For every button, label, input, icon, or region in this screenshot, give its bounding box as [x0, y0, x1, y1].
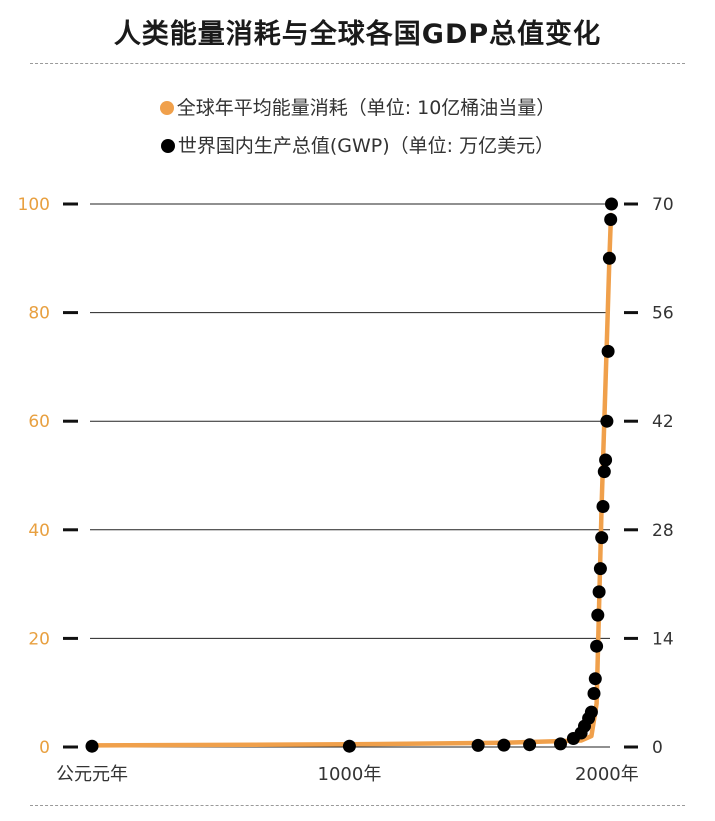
gwp-data-point — [602, 251, 616, 265]
right-tick-label: 0 — [652, 738, 663, 758]
gwp-data-point — [85, 739, 99, 753]
left-tick-label: 100 — [18, 195, 50, 215]
gwp-data-point — [342, 739, 356, 753]
x-tick-label: 2000年 — [575, 764, 639, 785]
left-tick-label: 0 — [39, 738, 50, 758]
x-tick-label: 1000年 — [318, 764, 382, 785]
gwp-data-point — [597, 465, 611, 479]
x-tick-label: 公元元年 — [56, 764, 128, 785]
right-tick-label: 56 — [652, 304, 674, 324]
left-tick-label: 40 — [28, 521, 50, 541]
legend-label-gwp: 世界国内生产总值(GWP)（单位: 万亿美元） — [177, 135, 555, 157]
gwp-data-point — [599, 453, 613, 467]
gwp-data-point — [600, 414, 614, 428]
gwp-data-point — [587, 687, 601, 700]
chart-title: 人类能量消耗与全球各国GDP总值变化 — [113, 19, 602, 50]
left-tick-label: 20 — [28, 629, 50, 649]
gwp-data-point — [497, 738, 511, 752]
right-tick-label: 28 — [652, 521, 674, 541]
gwp-data-point — [588, 672, 602, 686]
gwp-data-point — [593, 562, 607, 576]
gwp-data-point — [592, 585, 606, 599]
gwp-data-point — [605, 197, 618, 211]
right-tick-label: 42 — [652, 412, 674, 432]
legend-black-dot-icon — [160, 139, 175, 153]
legend-item-gwp: 世界国内生产总值(GWP)（单位: 万亿美元） — [0, 131, 715, 158]
gwp-data-point — [554, 737, 567, 751]
energy-series-line — [89, 212, 614, 748]
legend-label-energy: 全球年平均能量消耗（单位: 10亿桶油当量） — [176, 97, 556, 119]
gwp-data-point — [596, 500, 610, 513]
right-tick-label: 14 — [652, 629, 674, 649]
legend-item-energy: 全球年平均能量消耗（单位: 10亿桶油当量） — [0, 93, 715, 120]
right-tick-label: 70 — [652, 195, 674, 215]
title-divider — [30, 63, 685, 64]
gwp-data-point — [590, 639, 604, 653]
footer-divider — [30, 805, 685, 806]
gwp-data-point — [584, 705, 598, 719]
legend-orange-dot-icon — [159, 101, 174, 115]
left-tick-label: 80 — [28, 304, 50, 324]
left-tick-label: 60 — [28, 412, 50, 432]
gwp-data-point — [523, 738, 537, 752]
gwp-data-point — [595, 531, 609, 545]
gwp-data-point — [604, 213, 618, 226]
gwp-data-point — [591, 608, 605, 622]
gwp-data-point — [471, 738, 485, 752]
gwp-data-point — [601, 344, 615, 358]
